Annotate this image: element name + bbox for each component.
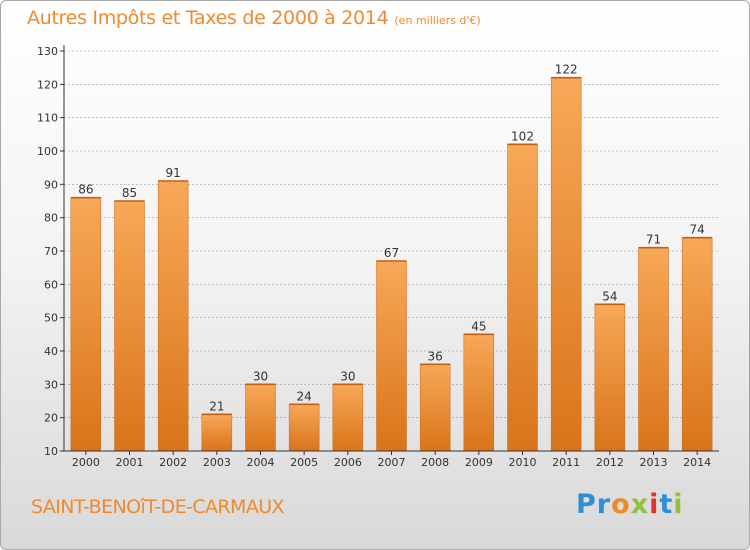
logo-letter: o [611,489,631,520]
data-label: 85 [122,186,137,200]
chart-unit: (en milliers d'€) [394,14,481,27]
logo-letter: P [576,489,597,520]
proxiti-logo: Proxiti [576,489,684,520]
data-label: 36 [428,349,443,363]
data-label: 30 [340,369,355,383]
y-tick-label: 90 [44,178,58,191]
y-tick-label: 120 [37,78,58,91]
logo-letter: i [649,489,660,520]
chart-title-text: Autres Impôts et Taxes de 2000 à 2014 [27,7,389,29]
data-label: 45 [471,319,486,333]
bar [201,414,233,452]
data-label: 102 [511,129,534,143]
y-tick-label: 100 [37,145,58,158]
y-tick-label: 30 [44,378,58,391]
x-tick-label: 2014 [683,456,711,469]
bar [507,144,538,452]
data-label: 71 [646,233,661,247]
data-label: 74 [690,223,705,237]
bar [245,384,276,452]
bar [638,247,669,452]
data-label: 54 [602,289,617,303]
y-tick-label: 70 [44,245,58,258]
x-tick-label: 2002 [159,456,187,469]
bar [70,197,102,452]
x-tick-label: 2005 [290,456,318,469]
data-label: 86 [78,183,93,197]
x-tick-label: 2013 [640,456,668,469]
labels: 10 20 30 40 50 60 70 80 90 100 110 120 130 86 2000 85 20… [37,45,711,469]
bar [463,334,495,452]
y-tick-label: 80 [44,212,58,225]
axes [60,45,719,455]
data-label: 21 [209,399,224,413]
logo-letter: t [659,489,674,520]
y-tick-label: 10 [44,445,58,458]
y-tick-label: 40 [44,345,58,358]
data-label: 122 [555,63,578,77]
logo-letter: x [630,489,650,520]
bar [550,77,582,452]
data-label: 67 [384,246,399,260]
bar [594,304,626,452]
x-tick-label: 2008 [421,456,449,469]
bars [70,76,713,452]
bar [114,200,145,452]
bar [288,404,320,452]
data-label: 30 [253,369,268,383]
x-tick-label: 2000 [72,456,100,469]
x-tick-label: 2004 [247,456,275,469]
logo-letter: r [596,489,612,520]
bar [376,260,407,452]
y-tick-label: 60 [44,278,58,291]
bar [681,237,713,452]
bar [157,180,189,452]
bar [419,364,451,452]
commune-name: SAINT-BENOîT-DE-CARMAUX [31,496,285,518]
y-tick-label: 20 [44,412,58,425]
y-tick-label: 130 [37,45,58,58]
x-tick-label: 2001 [116,456,144,469]
data-label: 24 [297,389,312,403]
y-tick-label: 50 [44,312,58,325]
x-tick-label: 2011 [552,456,580,469]
data-label: 91 [166,166,181,180]
y-tick-label: 110 [37,112,58,125]
bar [332,384,364,452]
x-tick-label: 2010 [509,456,537,469]
x-tick-label: 2012 [596,456,624,469]
chart-title: Autres Impôts et Taxes de 2000 à 2014 (en… [27,7,481,29]
logo-letter: i [673,489,684,520]
x-tick-label: 2003 [203,456,231,469]
x-tick-label: 2007 [378,456,406,469]
x-tick-label: 2006 [334,456,362,469]
x-tick-label: 2009 [465,456,493,469]
